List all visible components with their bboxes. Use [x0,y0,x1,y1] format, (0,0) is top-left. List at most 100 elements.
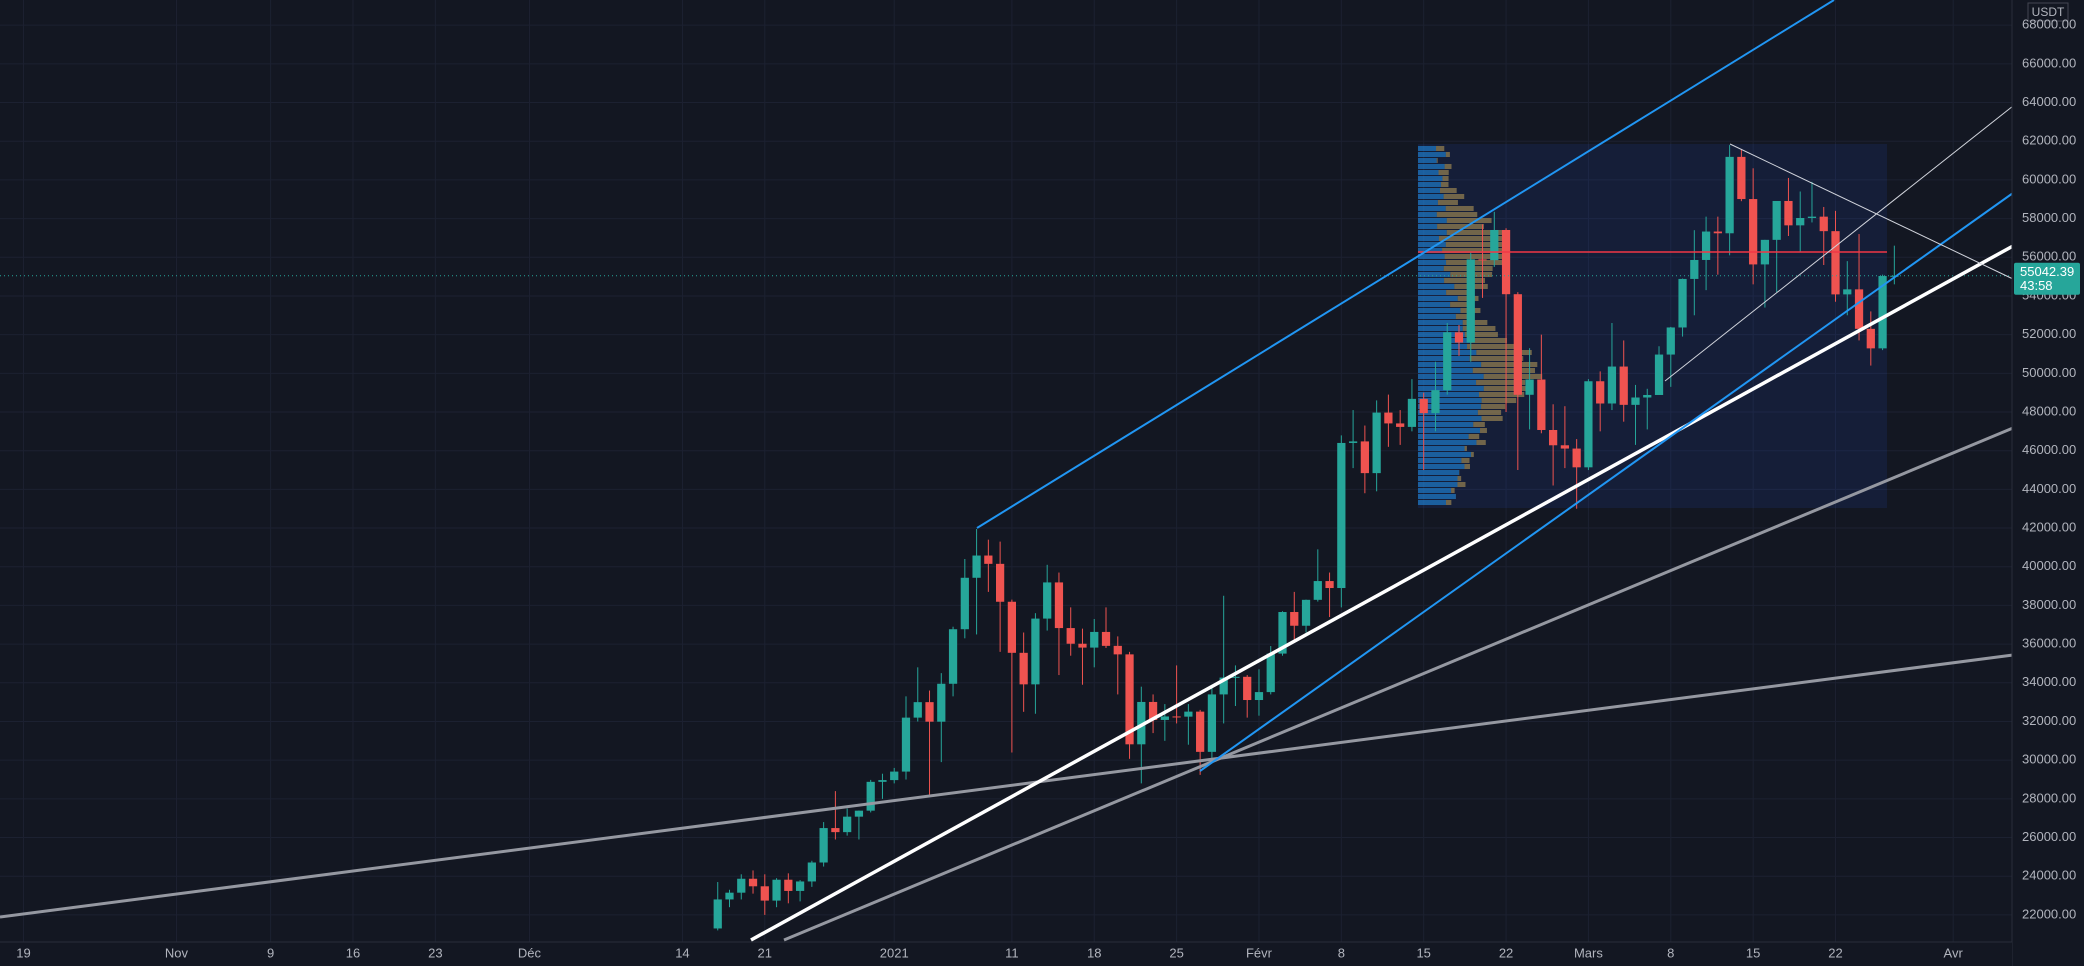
candle-body [1701,231,1711,260]
candle-body [760,886,769,901]
candle-body [1525,379,1534,395]
candle-body [1313,581,1322,600]
trend-line [0,653,2014,919]
y-tick-label: 68000.00 [2022,17,2076,32]
profile-row [1418,146,1437,151]
profile-row [1418,440,1477,445]
profile-row [1446,290,1469,295]
candle-body [1290,612,1299,626]
channel-line [1199,192,2014,772]
profile-row [1479,392,1525,397]
profile-row [1418,470,1460,475]
profile-row [1438,170,1449,175]
profile-row [1418,476,1458,481]
profile-row [1418,254,1445,259]
candle-body [725,892,734,900]
y-tick-label: 22000.00 [2022,906,2076,921]
candle-body [925,702,934,722]
y-tick-label: 28000.00 [2022,790,2076,805]
x-tick-label: 19 [16,945,30,960]
wedge-line [1664,105,2014,382]
candle-body [1713,231,1722,234]
profile-row [1444,254,1508,259]
candle-body [1690,259,1699,279]
candle-body [1478,259,1487,261]
candle-body [1772,200,1781,240]
candle-body [1607,366,1617,404]
x-tick-label: Févr [1246,945,1273,960]
profile-row [1462,326,1496,331]
candle-body [1325,581,1334,589]
y-tick-label: 60000.00 [2022,171,2076,186]
profile-row [1418,344,1468,349]
profile-row [1476,440,1486,445]
profile-row [1446,500,1452,505]
profile-row [1476,350,1532,355]
profile-row [1483,386,1531,391]
profile-row [1464,332,1498,337]
y-tick-label: 34000.00 [2022,674,2076,689]
profile-row [1440,188,1457,193]
trend-line [783,426,2014,942]
profile-row [1418,200,1438,205]
profile-row [1483,374,1543,379]
candle-body [1749,199,1758,265]
candle-body [1196,711,1205,752]
x-tick-label: 16 [346,945,360,960]
candle-body [1360,441,1369,474]
profile-row [1418,272,1451,277]
x-tick-label: 8 [1338,945,1345,960]
x-tick-label: 9 [267,945,274,960]
countdown-label: 43:58 [2020,278,2053,293]
candle-body [1854,289,1864,329]
profile-row [1469,338,1507,343]
candle-body [1549,429,1558,446]
profile-row [1450,302,1474,307]
profile-row [1446,230,1504,235]
candle-body [948,629,958,684]
profile-row [1443,194,1465,199]
y-tick-label: 30000.00 [2022,752,2076,767]
profile-row [1418,398,1482,403]
profile-row [1481,398,1517,403]
profile-row [1418,296,1458,301]
profile-row [1457,476,1462,481]
candle-body [1137,701,1146,745]
candle-body [1454,332,1464,343]
profile-row [1472,368,1536,373]
profile-row [1481,362,1538,367]
profile-row [1418,284,1455,289]
profile-row [1476,380,1526,385]
candle-body [713,899,722,929]
profile-row [1418,452,1472,457]
x-tick-label: 15 [1746,945,1760,960]
candle-body [1019,652,1028,685]
profile-row [1418,494,1456,499]
last-price-label: 55042.39 [2020,264,2074,279]
candle-body [984,555,993,564]
profile-row [1418,206,1446,211]
candle-body [1219,677,1228,695]
candle-body [866,781,875,811]
candle-body [1466,259,1475,343]
currency-box [2027,2,2069,22]
profile-row [1418,458,1462,463]
candle-body [1819,216,1828,232]
profile-row [1418,320,1463,325]
profile-row [1441,182,1449,187]
x-tick-label: 2021 [880,945,909,960]
profile-row [1437,224,1485,229]
profile-row [1481,416,1503,421]
candle-body [1572,448,1581,468]
profile-row [1418,500,1447,505]
profile-row [1457,482,1466,487]
profile-row [1418,152,1446,157]
candle-body [1207,694,1217,752]
profile-row [1418,290,1447,295]
candle-body [784,879,793,891]
profile-row [1437,200,1458,205]
profile-row [1451,488,1455,493]
drawings [0,0,2014,942]
profile-row [1418,278,1445,283]
profile-row [1480,428,1487,433]
